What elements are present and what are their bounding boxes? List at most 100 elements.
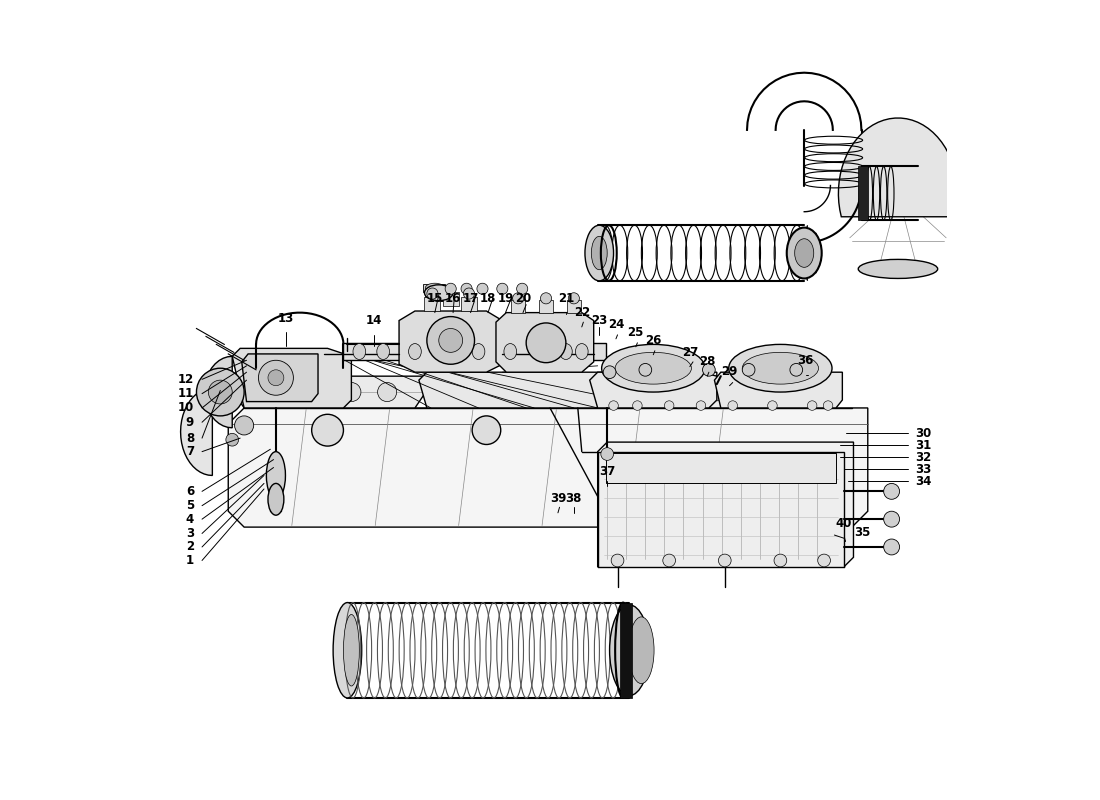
- Ellipse shape: [333, 602, 362, 698]
- Ellipse shape: [615, 352, 692, 384]
- Ellipse shape: [425, 285, 453, 301]
- Circle shape: [306, 382, 326, 402]
- Text: 36: 36: [798, 354, 814, 366]
- Circle shape: [208, 380, 232, 404]
- Text: 15: 15: [427, 292, 443, 305]
- Circle shape: [569, 293, 580, 304]
- Bar: [426, 293, 453, 301]
- Polygon shape: [180, 388, 212, 475]
- Ellipse shape: [343, 614, 360, 686]
- Circle shape: [271, 382, 289, 402]
- Circle shape: [629, 383, 646, 401]
- Circle shape: [608, 401, 618, 410]
- Text: 2: 2: [186, 541, 194, 554]
- Ellipse shape: [629, 617, 654, 684]
- Text: 29: 29: [722, 365, 738, 378]
- Circle shape: [427, 317, 474, 364]
- Bar: [425, 297, 440, 311]
- Bar: [461, 297, 477, 311]
- Circle shape: [463, 288, 474, 299]
- Text: 25: 25: [628, 326, 643, 339]
- Text: 34: 34: [915, 474, 932, 487]
- Text: 12: 12: [178, 373, 194, 386]
- Ellipse shape: [585, 226, 614, 281]
- Ellipse shape: [408, 343, 421, 359]
- Text: 13: 13: [278, 311, 295, 325]
- Circle shape: [197, 368, 244, 416]
- Circle shape: [790, 363, 803, 376]
- Circle shape: [703, 363, 715, 376]
- Circle shape: [226, 434, 239, 446]
- Polygon shape: [715, 372, 843, 408]
- Circle shape: [883, 511, 900, 527]
- Circle shape: [632, 401, 642, 410]
- Ellipse shape: [472, 343, 485, 359]
- Text: 7: 7: [186, 445, 194, 458]
- Text: 27: 27: [682, 346, 697, 358]
- Ellipse shape: [268, 483, 284, 515]
- Text: 32: 32: [915, 450, 932, 464]
- Bar: [343, 342, 606, 360]
- Circle shape: [883, 539, 900, 555]
- Bar: [539, 300, 553, 313]
- Circle shape: [742, 363, 755, 376]
- Circle shape: [728, 401, 737, 410]
- Circle shape: [439, 329, 463, 352]
- Text: 3: 3: [186, 527, 194, 540]
- Ellipse shape: [426, 283, 444, 293]
- Bar: [512, 300, 526, 313]
- Circle shape: [817, 554, 830, 567]
- Circle shape: [377, 382, 397, 402]
- Ellipse shape: [560, 343, 572, 359]
- Polygon shape: [232, 376, 427, 408]
- Ellipse shape: [536, 343, 549, 359]
- Text: 22: 22: [574, 306, 590, 319]
- Circle shape: [342, 382, 361, 402]
- Circle shape: [268, 370, 284, 386]
- Circle shape: [774, 554, 786, 567]
- Polygon shape: [205, 356, 232, 428]
- Text: 37: 37: [600, 465, 615, 478]
- Circle shape: [526, 323, 565, 362]
- Circle shape: [472, 416, 500, 445]
- Polygon shape: [399, 311, 503, 372]
- Text: 1: 1: [186, 554, 194, 567]
- Circle shape: [603, 366, 616, 378]
- Text: 9: 9: [186, 416, 194, 429]
- Text: 30: 30: [915, 427, 932, 440]
- Ellipse shape: [609, 605, 649, 695]
- Polygon shape: [419, 372, 614, 408]
- Bar: [858, 166, 868, 221]
- Text: 8: 8: [186, 432, 194, 445]
- Text: 40: 40: [836, 518, 852, 530]
- Circle shape: [663, 554, 675, 567]
- Text: 11: 11: [178, 387, 194, 400]
- Text: 26: 26: [645, 334, 661, 346]
- Text: 6: 6: [186, 485, 194, 498]
- Ellipse shape: [729, 344, 832, 392]
- Polygon shape: [496, 313, 594, 372]
- Text: 21: 21: [558, 292, 574, 305]
- Text: 10: 10: [178, 402, 194, 414]
- Text: 38: 38: [565, 492, 582, 505]
- Ellipse shape: [377, 343, 389, 359]
- Text: 18: 18: [480, 292, 496, 305]
- Polygon shape: [242, 354, 318, 402]
- Ellipse shape: [504, 343, 517, 359]
- Text: 24: 24: [608, 318, 624, 331]
- Ellipse shape: [742, 352, 818, 384]
- Text: 23: 23: [591, 314, 607, 327]
- Text: 19: 19: [497, 292, 514, 305]
- Circle shape: [696, 401, 706, 410]
- Circle shape: [639, 363, 651, 376]
- Text: 33: 33: [915, 462, 932, 476]
- Circle shape: [669, 383, 686, 401]
- Text: 5: 5: [186, 499, 194, 512]
- Ellipse shape: [858, 259, 937, 278]
- Bar: [422, 284, 446, 292]
- Circle shape: [446, 283, 456, 294]
- Circle shape: [258, 360, 294, 395]
- Bar: [597, 452, 844, 567]
- Circle shape: [883, 483, 900, 499]
- Polygon shape: [594, 376, 832, 408]
